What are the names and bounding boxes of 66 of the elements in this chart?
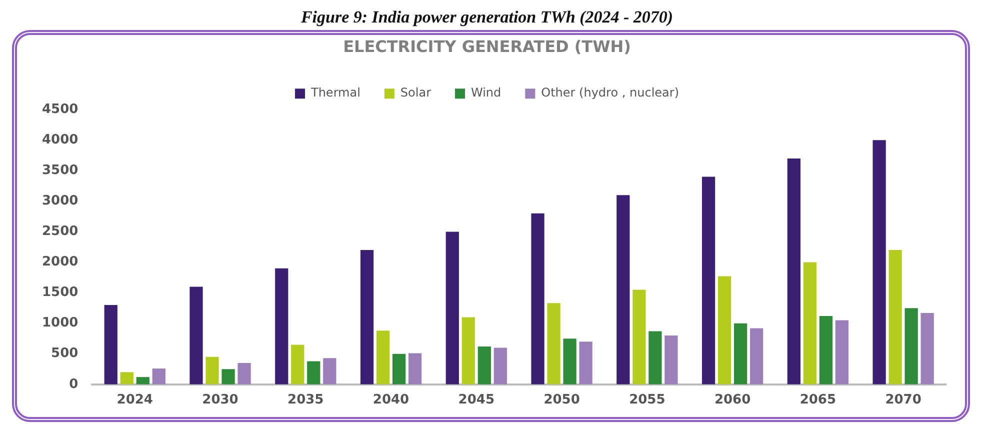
bar xyxy=(307,361,320,384)
y-tick-label: 0 xyxy=(69,376,78,392)
bar xyxy=(275,268,288,384)
bar xyxy=(360,250,374,384)
bar xyxy=(494,348,507,384)
y-tick-label: 2500 xyxy=(42,224,78,240)
bar xyxy=(750,328,764,384)
x-tick-label: 2065 xyxy=(800,392,836,408)
bar xyxy=(787,158,800,384)
bar xyxy=(120,372,134,384)
x-tick-label: 2045 xyxy=(458,392,494,408)
x-tick-label: 2050 xyxy=(544,392,580,408)
bar xyxy=(238,363,251,384)
y-tick-label: 500 xyxy=(51,346,78,362)
bar xyxy=(803,262,816,384)
bar xyxy=(702,176,716,384)
x-tick-label: 2040 xyxy=(372,392,410,408)
bar xyxy=(531,213,544,384)
bar xyxy=(734,323,748,384)
y-tick-label: 3000 xyxy=(42,194,78,209)
bar xyxy=(446,232,459,384)
bar xyxy=(376,330,390,384)
bar xyxy=(632,290,646,384)
y-tick-label: 2000 xyxy=(42,254,78,270)
bar xyxy=(222,369,235,384)
x-tick-label: 2030 xyxy=(202,392,238,408)
bar xyxy=(920,312,934,384)
legend-label: Wind xyxy=(471,86,502,100)
chart-subtitle: ELECTRICITY GENERATED (TWH) xyxy=(343,37,631,56)
bar xyxy=(616,195,630,384)
x-tick-label: 2024 xyxy=(116,392,153,408)
bar xyxy=(563,338,576,384)
bar xyxy=(872,140,886,384)
y-tick-label: 4000 xyxy=(42,132,78,148)
legend-label: Other (hydro , nuclear) xyxy=(541,86,679,100)
bar xyxy=(648,331,662,384)
bar xyxy=(190,286,203,384)
bar xyxy=(392,354,406,384)
bar xyxy=(547,303,560,384)
bar xyxy=(291,344,304,384)
y-tick-label: 1000 xyxy=(42,316,78,331)
bar xyxy=(462,317,475,384)
chart-title: Figure 9: India power generation TWh (2024 - 2070) xyxy=(300,8,674,27)
bar xyxy=(579,342,592,384)
y-tick-label: 1500 xyxy=(42,285,78,300)
legend-label: Thermal xyxy=(310,86,360,100)
bar xyxy=(104,305,118,384)
bar xyxy=(835,320,849,384)
y-tick-label: 3500 xyxy=(42,163,78,178)
bar xyxy=(904,308,918,384)
bar xyxy=(888,250,902,384)
y-tick-label: 4500 xyxy=(42,102,78,117)
bar xyxy=(664,336,678,384)
bar xyxy=(478,346,491,384)
bar xyxy=(152,368,166,384)
bar xyxy=(718,276,732,384)
bar xyxy=(206,356,219,384)
bar xyxy=(819,316,832,384)
x-tick-label: 2055 xyxy=(629,392,666,408)
x-tick-label: 2060 xyxy=(714,392,751,408)
bar xyxy=(323,358,336,384)
x-tick-label: 2070 xyxy=(885,392,922,408)
x-tick-label: 2035 xyxy=(288,392,324,408)
bar xyxy=(408,353,422,384)
legend-label: Solar xyxy=(400,86,432,100)
bar xyxy=(136,377,150,384)
